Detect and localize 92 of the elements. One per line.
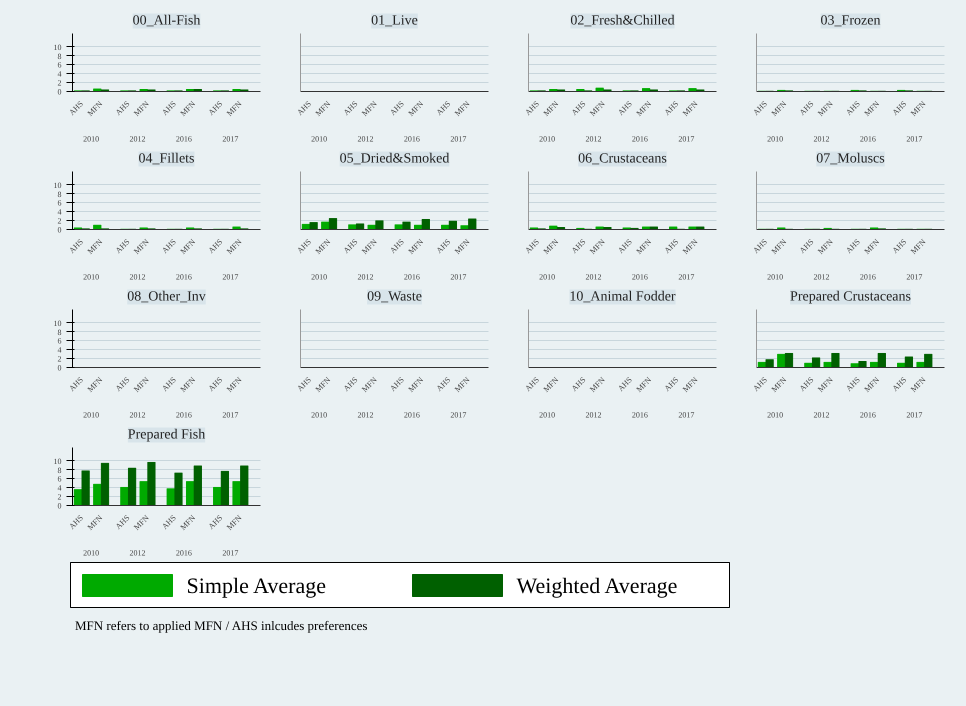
y-tick-label: 4: [58, 346, 62, 355]
text: 2017: [678, 410, 694, 420]
text: 2010: [767, 410, 784, 420]
text: 2017: [450, 410, 466, 420]
text: 2010: [83, 410, 100, 420]
text: 2012: [129, 134, 146, 144]
y-tick-label: 8: [58, 190, 62, 199]
text: 2016: [632, 134, 648, 144]
chart-title: 02_Fresh&Chilled: [570, 14, 675, 28]
text: MFN refers to applied MFN / AHS inlcudes preferences: [75, 617, 368, 635]
text: 2012: [129, 410, 146, 420]
text: 2016: [176, 134, 192, 144]
chart-title: 00_All-Fish: [132, 14, 200, 28]
text: 2016: [404, 272, 420, 282]
y-tick-label: 0: [58, 502, 62, 510]
y-tick-label: 4: [58, 484, 62, 493]
text: 2012: [357, 134, 374, 144]
y-tick-label: 8: [58, 328, 62, 337]
text: 2016: [176, 410, 192, 420]
text: 2016: [632, 410, 648, 420]
text: 2017: [906, 134, 922, 144]
y-tick-label: 10: [54, 42, 62, 52]
y-tick-label: 4: [58, 70, 62, 79]
text: 2017: [906, 410, 922, 420]
text: 2016: [632, 272, 648, 282]
text: 2017: [906, 272, 922, 282]
text: 2010: [539, 272, 556, 282]
chart-title: 05_Dried&Smoked: [340, 152, 450, 166]
text: 2010: [83, 272, 100, 282]
text: 2012: [357, 410, 374, 420]
text: 2017: [222, 410, 238, 420]
y-tick-label: 0: [58, 88, 62, 96]
chart-title: 07_Moluscs: [816, 152, 885, 166]
text: 2010: [767, 134, 784, 144]
text: 2012: [585, 134, 602, 144]
text: 2016: [176, 272, 192, 282]
text: 2016: [404, 134, 420, 144]
y-tick-label: 2: [58, 216, 62, 226]
text: 2012: [813, 410, 830, 420]
text: 2010: [539, 410, 556, 420]
text: 2010: [311, 272, 328, 282]
text: 2012: [357, 272, 374, 282]
y-tick-label: 10: [54, 318, 62, 328]
chart-title: 01_Live: [371, 14, 418, 28]
text: 2016: [860, 272, 876, 282]
text: 2010: [311, 134, 328, 144]
text: 2017: [222, 272, 238, 282]
text: 2010: [539, 134, 556, 144]
text: 2012: [129, 272, 146, 282]
chart-title: 03_Frozen: [820, 14, 880, 28]
text: 2012: [585, 272, 602, 282]
y-tick-label: 2: [58, 354, 62, 364]
text: 2012: [813, 272, 830, 282]
text: 2016: [860, 410, 876, 420]
text: 2010: [83, 548, 100, 558]
y-tick-label: 6: [58, 336, 62, 346]
text: 2017: [222, 548, 238, 558]
text: 2010: [83, 134, 100, 144]
text: 2012: [813, 134, 830, 144]
chart-title: Prepared Fish: [128, 428, 206, 442]
chart-title: 08_Other_Inv: [127, 290, 206, 304]
chart-title: 09_Waste: [367, 290, 422, 304]
text: 2017: [678, 134, 694, 144]
y-tick-label: 0: [58, 226, 62, 234]
chart-title: 10_Animal Fodder: [569, 290, 676, 304]
y-tick-label: 2: [58, 492, 62, 502]
y-tick-label: 0: [58, 364, 62, 372]
y-tick-label: 6: [58, 198, 62, 208]
chart-title: 04_Fillets: [138, 152, 195, 166]
text: 2010: [767, 272, 784, 282]
text: 2010: [311, 410, 328, 420]
text: 2016: [860, 134, 876, 144]
text: 2012: [129, 548, 146, 558]
text: 2017: [678, 272, 694, 282]
text: 2017: [222, 134, 238, 144]
y-tick-label: 6: [58, 474, 62, 484]
text: 2012: [585, 410, 602, 420]
text: 2016: [404, 410, 420, 420]
chart-title: Prepared Crustaceans: [790, 290, 911, 304]
y-tick-label: 8: [58, 466, 62, 475]
text: 2016: [176, 548, 192, 558]
text: 2017: [450, 134, 466, 144]
legend-label: Weighted Average: [516, 573, 678, 598]
y-tick-label: 6: [58, 60, 62, 70]
text: 2017: [450, 272, 466, 282]
legend-label: Simple Average: [186, 573, 326, 598]
y-tick-label: 8: [58, 52, 62, 61]
y-tick-label: 10: [54, 180, 62, 190]
y-tick-label: 2: [58, 78, 62, 88]
y-tick-label: 10: [54, 456, 62, 466]
chart-title: 06_Crustaceans: [578, 152, 667, 166]
y-tick-label: 4: [58, 208, 62, 217]
